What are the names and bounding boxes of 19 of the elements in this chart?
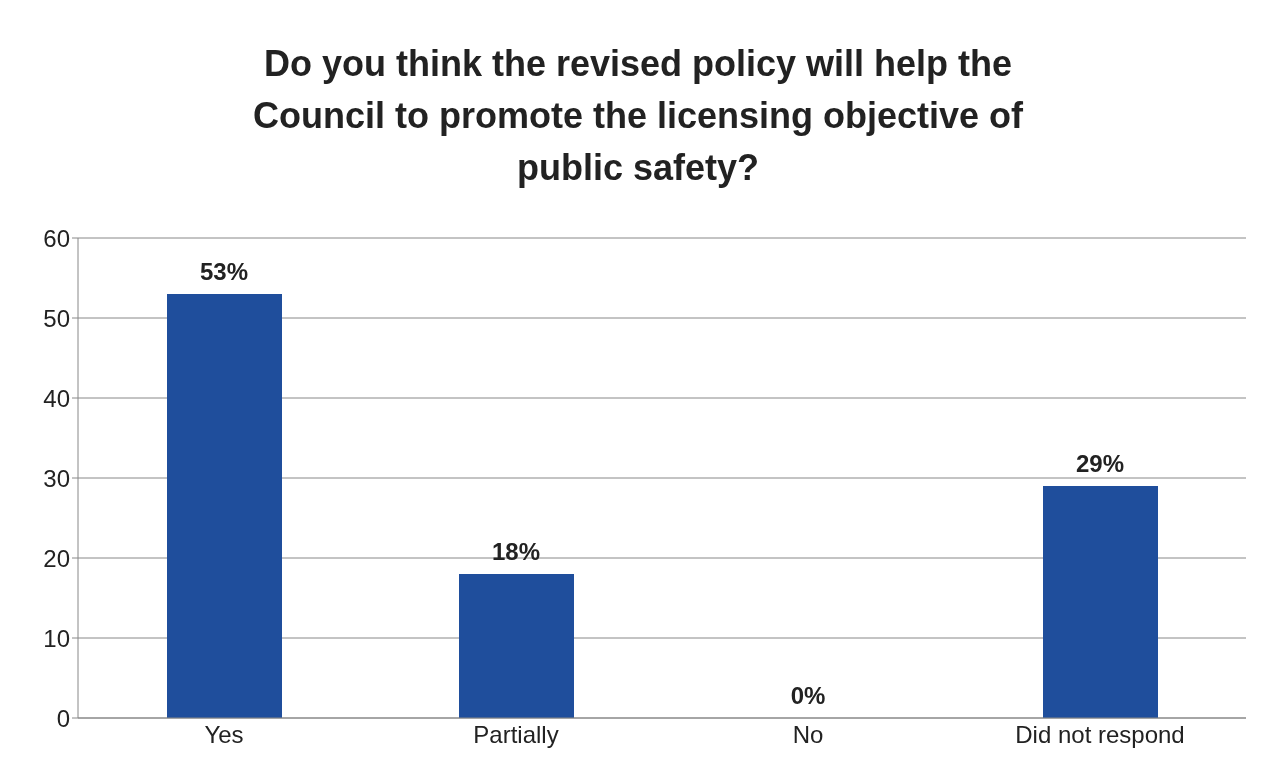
x-tick-label: Did not respond — [1015, 721, 1185, 749]
data-label: 18% — [491, 538, 541, 565]
y-tick-label: 10 — [43, 624, 70, 652]
y-tick-label: 20 — [43, 544, 70, 572]
x-tick-label: Partially — [473, 721, 559, 749]
data-label: 0% — [790, 682, 826, 709]
x-tick-label: No — [792, 721, 824, 749]
bar — [167, 294, 282, 718]
x-tick-label: Yes — [204, 721, 244, 749]
bar — [459, 574, 574, 718]
chart-title: Do you think the revised policy will help the Council to promote the licensing objective of public safety? — [251, 42, 1025, 190]
y-tick-label: 30 — [43, 464, 70, 492]
data-label: 29% — [1075, 450, 1125, 477]
y-tick-label: 50 — [43, 304, 70, 332]
data-label: 53% — [199, 258, 249, 285]
y-tick-label: 0 — [56, 704, 70, 732]
y-tick-label: 40 — [43, 384, 70, 412]
y-tick-label: 60 — [43, 224, 70, 252]
bar — [1043, 486, 1158, 718]
